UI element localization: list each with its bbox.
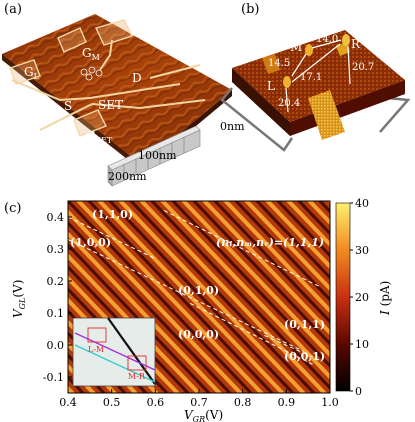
heatmap-stripe: [68, 264, 190, 393]
x-tick-label: 1.0: [321, 396, 339, 409]
heatmap-stripe: [201, 201, 330, 336]
x-axis-label: VGR(V): [184, 408, 223, 422]
heatmap-stripe: [149, 201, 330, 391]
heatmap-stripe: [68, 286, 169, 393]
heatmap-stripe: [68, 242, 211, 393]
heatmap-stripe: [296, 201, 330, 236]
x-tick-label: 0.6: [147, 396, 165, 409]
heatmap-stripe: [68, 331, 127, 393]
heatmap-stripe: [96, 201, 286, 393]
panel-a-label: (a): [4, 2, 22, 17]
heatmap-stripe: [68, 353, 106, 393]
ann-100: (1,0,0): [70, 236, 111, 249]
transition-line: [163, 210, 322, 288]
y-axis-label: VGL(V): [11, 280, 27, 318]
colorbar-ticks: 0 10 20 30 40: [350, 197, 369, 398]
heatmap-stripe: [191, 201, 330, 346]
heatmap-stripe: [68, 363, 97, 393]
heatmap-stripe: [222, 201, 330, 314]
inset-label-mr: M-R: [128, 372, 146, 381]
transition-lines: [68, 210, 322, 365]
inset-plot: L-M M-R: [72, 317, 156, 387]
inset-label-lm: L-M: [88, 345, 104, 354]
heatmap-stripe: [406, 181, 415, 422]
heatmap-stripe: [68, 220, 232, 393]
transition-line: [264, 334, 322, 362]
heatmap-stripe: [138, 201, 328, 393]
x-axis-ticks: 0.4 0.5 0.6 0.7 0.8 0.9 1.0: [59, 389, 339, 409]
heatmap-stripe: [68, 385, 76, 393]
heatmap-stripe: [180, 201, 330, 358]
y-tick-label: 0.3: [47, 243, 65, 256]
y-tick-label: -0.1: [43, 371, 64, 384]
heatmap-stripe: [117, 201, 307, 393]
heatmap-stripe: [68, 231, 223, 393]
ann-011: (0,1,1): [284, 318, 325, 331]
ann-111: (nₗ,nₘ,nᵣ)=(1,1,1): [216, 236, 324, 249]
panel-b-label: (b): [241, 2, 260, 17]
colorbar-tick-label: 0: [355, 385, 362, 398]
heatmap-stripe: [170, 201, 330, 368]
transition-line: [68, 216, 156, 260]
colorbar: [335, 202, 351, 392]
heatmap-stripe: [285, 201, 330, 248]
heatmap-stripe: [212, 201, 330, 324]
heatmap-stripe: [0, 181, 79, 422]
heatmap-stripe: [159, 201, 330, 380]
x-tick-label: 0.5: [103, 396, 121, 409]
heatmap-stripe: [107, 201, 295, 393]
heatmap-stripe: [396, 181, 415, 422]
heatmap-stripe: [68, 209, 244, 393]
heatmap-stripes: [0, 181, 415, 422]
heatmap-stripe: [68, 297, 160, 393]
heatmap-stripe: [128, 201, 316, 393]
heatmap-stripe: [68, 341, 118, 393]
heatmap-stripe: [254, 201, 330, 280]
y-tick-label: 0.1: [47, 307, 65, 320]
transition-line: [190, 302, 313, 365]
colorbar-tick-label: 40: [355, 197, 369, 210]
colorbar-label: I (pA): [378, 281, 392, 316]
heatmap-stripe: [68, 253, 202, 393]
heatmap-stripe: [233, 201, 330, 302]
heatmap-stripe: [68, 201, 253, 393]
panel-c-label: (c): [4, 201, 22, 216]
colorbar-tick-label: 10: [355, 338, 369, 351]
x-tick-label: 0.4: [59, 396, 77, 409]
ann-001: (0,0,1): [284, 350, 325, 363]
x-tick-label: 0.9: [278, 396, 296, 409]
ann-010: (0,1,0): [178, 284, 219, 297]
y-tick-label: 0.0: [47, 339, 65, 352]
heatmap-stripe: [68, 319, 139, 393]
transition-line: [68, 238, 305, 352]
heatmap-stripe: [68, 275, 181, 393]
colorbar-tick-label: 20: [355, 291, 369, 304]
ann-000: (0,0,0): [178, 328, 219, 341]
heatmap-stripe: [86, 201, 274, 393]
heatmap-stripe: [275, 201, 330, 258]
ann-110: (1,1,0): [92, 208, 133, 221]
y-axis-ticks: -0.1 0.0 0.1 0.2 0.3 0.4: [43, 211, 72, 384]
y-tick-label: 0.2: [47, 275, 65, 288]
heatmap-stripe: [68, 375, 85, 393]
x-tick-label: 0.7: [190, 396, 208, 409]
heatmap-stripe: [75, 201, 265, 393]
x-tick-label: 0.8: [234, 396, 252, 409]
heatmap-stripe: [264, 201, 330, 270]
heatmap-stripe: [243, 201, 330, 292]
y-tick-label: 0.4: [47, 211, 65, 224]
heatmap-stripe: [68, 309, 148, 393]
colorbar-tick-label: 30: [355, 244, 369, 257]
